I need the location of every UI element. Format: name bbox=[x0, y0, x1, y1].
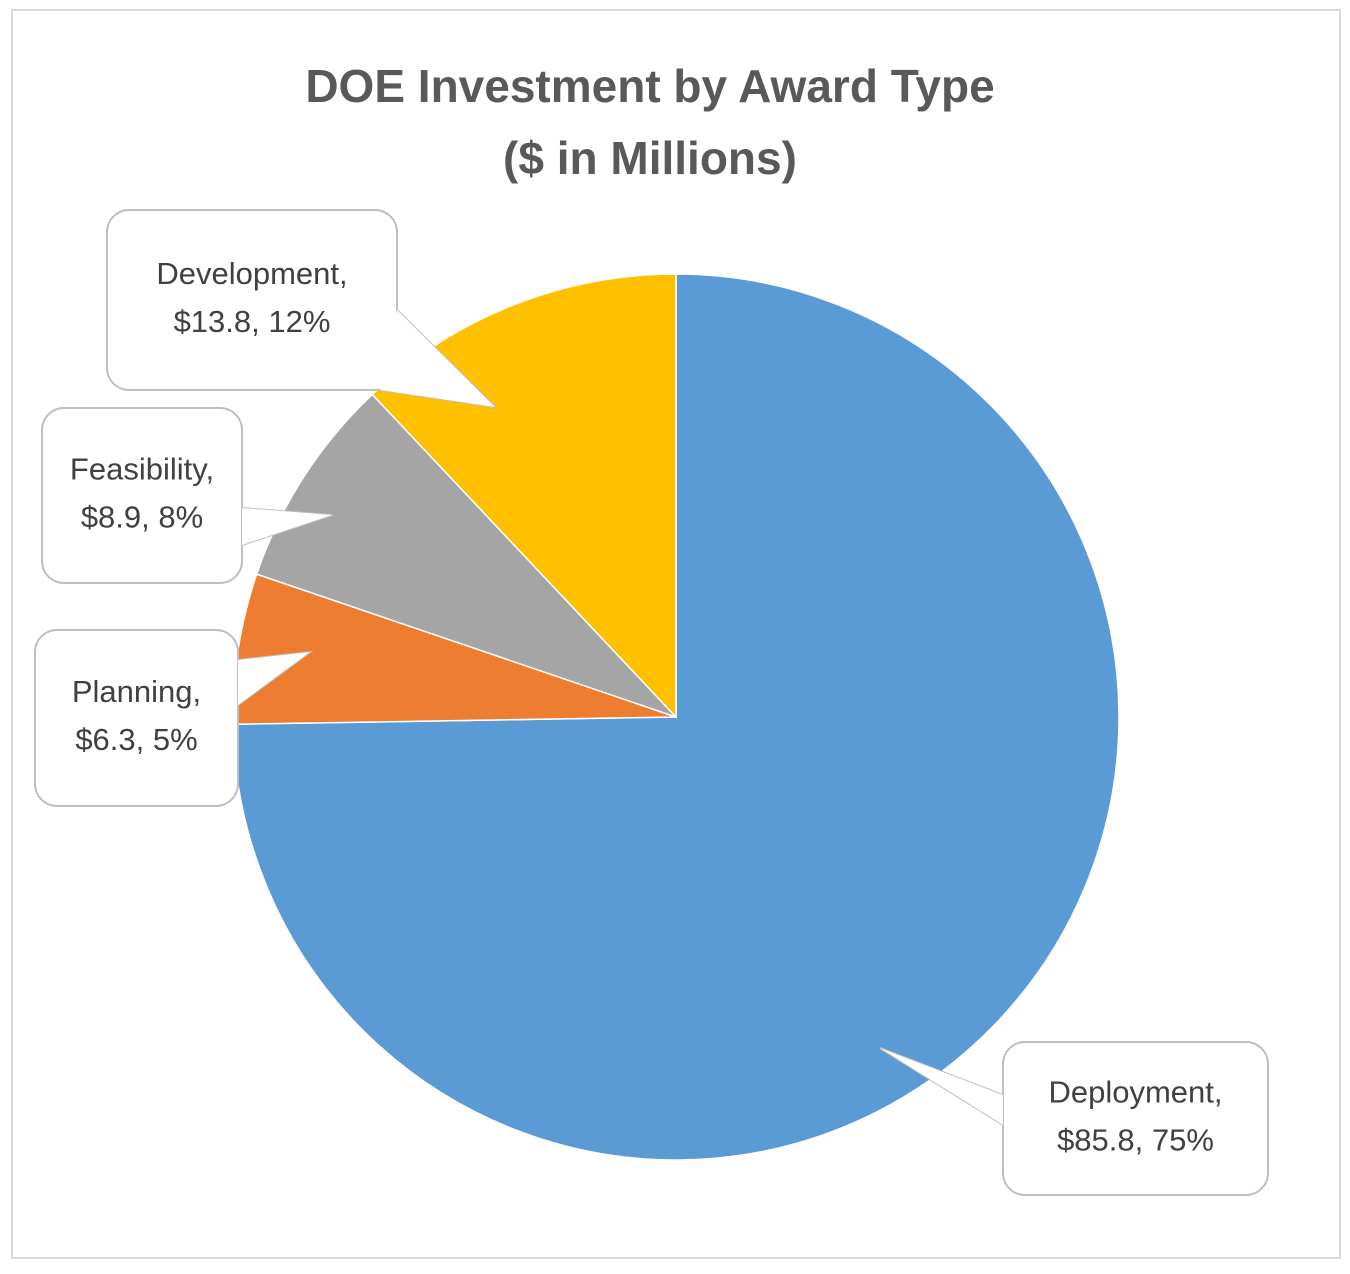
callout-joint bbox=[238, 652, 310, 705]
data-label: $13.8, 12% bbox=[174, 304, 331, 339]
data-label: $6.3, 5% bbox=[75, 722, 197, 757]
chart-subtitle: ($ in Millions) bbox=[503, 132, 797, 184]
callout-joint bbox=[380, 310, 495, 407]
data-label: $85.8, 75% bbox=[1057, 1123, 1214, 1158]
pie bbox=[232, 273, 1120, 1161]
callout-joint bbox=[880, 1048, 1003, 1125]
data-labels: Deployment, $85.8, 75% Planning, $6.3, 5% Fe… bbox=[34, 209, 1269, 1196]
callout-box bbox=[1002, 1041, 1269, 1196]
data-label: Feasibility, bbox=[70, 452, 214, 487]
chart-title: DOE Investment by Award Type bbox=[305, 60, 994, 112]
data-label: Development, bbox=[156, 256, 347, 291]
callout-box bbox=[106, 209, 398, 391]
data-label: $8.9, 8% bbox=[81, 500, 203, 535]
data-label: Planning, bbox=[72, 674, 201, 709]
callout-box bbox=[41, 407, 243, 584]
data-label: Deployment, bbox=[1048, 1075, 1222, 1110]
pie-slice bbox=[255, 393, 677, 718]
callout-joint bbox=[242, 508, 332, 545]
callout-box bbox=[34, 629, 239, 807]
